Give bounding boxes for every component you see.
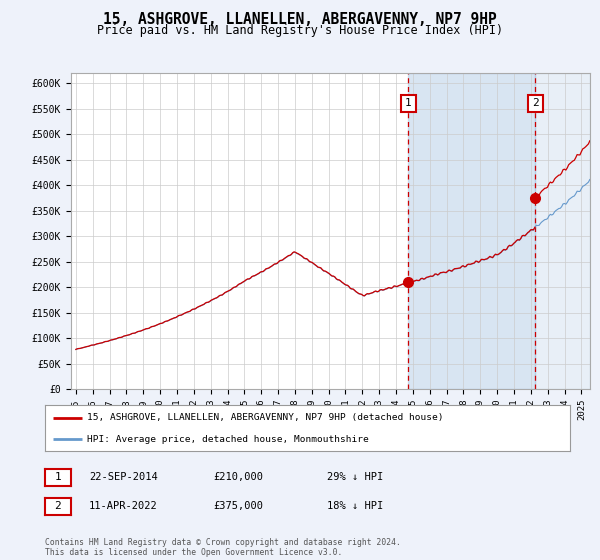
Bar	[535, 73, 590, 389]
Text: 2: 2	[55, 501, 61, 511]
Text: 15, ASHGROVE, LLANELLEN, ABERGAVENNY, NP7 9HP: 15, ASHGROVE, LLANELLEN, ABERGAVENNY, NP…	[103, 12, 497, 27]
Text: Contains HM Land Registry data © Crown copyright and database right 2024.
This d: Contains HM Land Registry data © Crown c…	[45, 538, 401, 557]
Text: HPI: Average price, detached house, Monmouthshire: HPI: Average price, detached house, Monm…	[87, 435, 369, 444]
Text: 1: 1	[55, 472, 61, 482]
Text: 15, ASHGROVE, LLANELLEN, ABERGAVENNY, NP7 9HP (detached house): 15, ASHGROVE, LLANELLEN, ABERGAVENNY, NP…	[87, 413, 443, 422]
Text: 11-APR-2022: 11-APR-2022	[89, 501, 158, 511]
Text: 18% ↓ HPI: 18% ↓ HPI	[327, 501, 383, 511]
Text: 29% ↓ HPI: 29% ↓ HPI	[327, 472, 383, 482]
Text: £210,000: £210,000	[213, 472, 263, 482]
Bar	[409, 73, 535, 389]
Text: 22-SEP-2014: 22-SEP-2014	[89, 472, 158, 482]
Text: £375,000: £375,000	[213, 501, 263, 511]
Text: Price paid vs. HM Land Registry's House Price Index (HPI): Price paid vs. HM Land Registry's House …	[97, 24, 503, 37]
Text: 1: 1	[405, 99, 412, 109]
Text: 2: 2	[532, 99, 539, 109]
